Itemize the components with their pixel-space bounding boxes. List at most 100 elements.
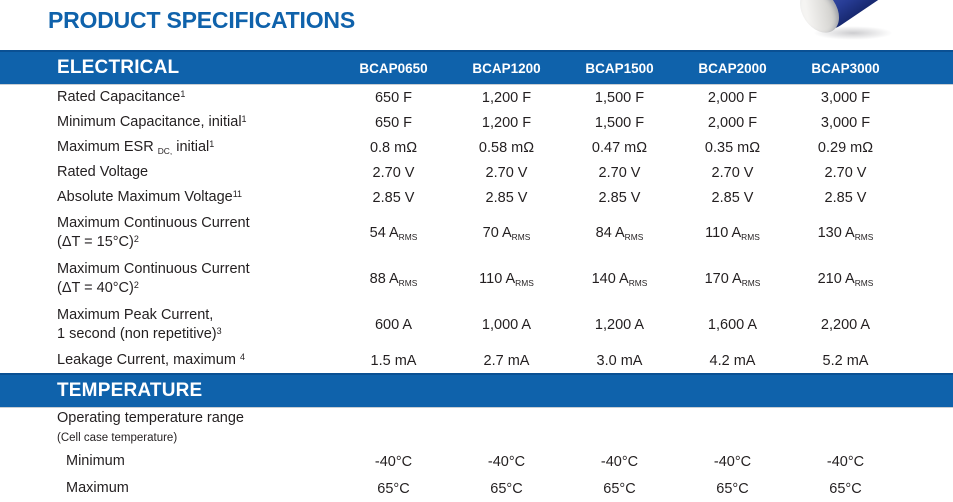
cell-value	[450, 408, 563, 449]
row-spacer	[902, 408, 953, 449]
row-label: Minimum Capacitance, initial1	[57, 114, 247, 131]
cell-value: 2.7 mA	[483, 352, 530, 369]
cell-value: 2.70 V	[372, 164, 415, 181]
row-label: Rated Capacitance1	[57, 89, 186, 106]
cell-value: 0.29 mΩ	[817, 139, 874, 156]
cell-value: 140 ARMS	[591, 271, 648, 289]
table-row: Minimum -40°C -40°C -40°C -40°C -40°C	[0, 448, 953, 475]
row-label: Maximum	[66, 480, 129, 497]
row-spacer	[902, 110, 953, 135]
cell-value: 650 F	[374, 89, 413, 106]
cell-value: 2,000 F	[707, 89, 758, 106]
cell-value: 65°C	[603, 480, 636, 497]
cell-value: -40°C	[600, 453, 639, 470]
row-label: Maximum Continuous Current (ΔT = 40°C)2	[57, 261, 250, 296]
table-row: Minimum Capacitance, initial1 650 F 1,200 …	[0, 110, 953, 135]
cell-value: 0.35 mΩ	[704, 139, 761, 156]
ultracapacitor-product-image	[773, 0, 953, 52]
bar-spacer	[902, 50, 953, 85]
row-label: Leakage Current, maximum 4	[57, 352, 245, 369]
cell-value	[676, 408, 789, 449]
cell-value: 4.2 mA	[709, 352, 756, 369]
row-spacer	[902, 302, 953, 348]
cell-value: 3,000 F	[820, 114, 871, 131]
cell-value: 2.85 V	[711, 189, 754, 206]
cell-value: 2,200 A	[820, 317, 871, 333]
cell-value: 1,200 F	[481, 89, 532, 106]
row-spacer	[902, 256, 953, 302]
cell-value	[563, 408, 676, 449]
section-bar-electrical: ELECTRICAL BCAP0650 BCAP1200 BCAP1500 BCAP20…	[0, 50, 953, 85]
cell-value: 65°C	[829, 480, 862, 497]
section-title: ELECTRICAL	[0, 50, 337, 85]
row-spacer	[902, 185, 953, 210]
row-spacer	[902, 160, 953, 185]
cell-value: 0.8 mΩ	[369, 139, 418, 156]
cell-value: 2.85 V	[824, 189, 867, 206]
cell-value: 65°C	[716, 480, 749, 497]
cell-value: 1,600 A	[707, 317, 758, 333]
cell-value: 70 ARMS	[482, 225, 531, 243]
table-row: Absolute Maximum Voltage11 2.85 V 2.85 V 2.…	[0, 185, 953, 210]
section-title: TEMPERATURE	[0, 373, 953, 408]
cell-value: 0.47 mΩ	[591, 139, 648, 156]
cell-value: 2.70 V	[711, 164, 754, 181]
column-header: BCAP3000	[789, 50, 902, 85]
page-title: PRODUCT SPECIFICATIONS	[48, 7, 355, 33]
cell-value: 2.85 V	[485, 189, 528, 206]
cell-value: 65°C	[377, 480, 410, 497]
cell-value: 84 ARMS	[595, 225, 644, 243]
cell-value: 0.58 mΩ	[478, 139, 535, 156]
cell-value: 1.5 mA	[370, 352, 417, 369]
cell-value: 3.0 mA	[596, 352, 643, 369]
cell-value: 1,500 F	[594, 89, 645, 106]
cell-value: 2.70 V	[824, 164, 867, 181]
row-label: Maximum Continuous Current (ΔT = 15°C)2	[57, 215, 250, 250]
row-label: Absolute Maximum Voltage11	[57, 189, 243, 206]
row-spacer	[902, 85, 953, 111]
cell-value: 170 ARMS	[704, 271, 761, 289]
column-header: BCAP2000	[676, 50, 789, 85]
cell-value: 650 F	[374, 114, 413, 131]
cell-value: -40°C	[826, 453, 865, 470]
table-row: Leakage Current, maximum 4 1.5 mA 2.7 mA 3.…	[0, 348, 953, 374]
cell-value: 1,000 A	[481, 317, 532, 333]
row-sublabel: (Cell case temperature)	[57, 432, 178, 444]
column-header: BCAP1500	[563, 50, 676, 85]
table-row: Maximum Continuous Current (ΔT = 40°C)2 88…	[0, 256, 953, 302]
row-spacer	[902, 135, 953, 160]
column-header: BCAP0650	[337, 50, 450, 85]
product-specifications-table: ELECTRICAL BCAP0650 BCAP1200 BCAP1500 BCAP20…	[0, 50, 953, 502]
row-label: Maximum ESR DC, initial1	[57, 139, 215, 157]
cell-value: 2.70 V	[485, 164, 528, 181]
cell-value: 88 ARMS	[369, 271, 418, 289]
cell-value: 1,200 F	[481, 114, 532, 131]
row-label: Operating temperature range (Cell case te…	[57, 410, 244, 444]
cell-value: 2.85 V	[372, 189, 415, 206]
row-spacer	[902, 210, 953, 256]
row-label: Rated Voltage	[57, 164, 149, 181]
row-label: Maximum Peak Current, 1 second (non repet…	[57, 307, 222, 342]
table-row: Maximum 65°C 65°C 65°C 65°C 65°C	[0, 475, 953, 502]
cell-value: 3,000 F	[820, 89, 871, 106]
cell-value: 2.85 V	[598, 189, 641, 206]
row-label: Minimum	[66, 453, 125, 470]
cell-value	[789, 408, 902, 449]
cell-value	[337, 408, 450, 449]
cell-value: -40°C	[713, 453, 752, 470]
cell-value: 2.70 V	[598, 164, 641, 181]
section-bar-temperature: TEMPERATURE	[0, 373, 953, 408]
column-header: BCAP1200	[450, 50, 563, 85]
cell-value: 65°C	[490, 480, 523, 497]
cell-value: 130 ARMS	[817, 225, 874, 243]
cell-value: -40°C	[487, 453, 526, 470]
row-spacer	[902, 348, 953, 374]
cell-value: 1,200 A	[594, 317, 645, 333]
table-row: Rated Capacitance1 650 F 1,200 F 1,500 F 2,0…	[0, 85, 953, 111]
table-row: Rated Voltage 2.70 V 2.70 V 2.70 V 2.70 V 2.7…	[0, 160, 953, 185]
table-row: Maximum Peak Current, 1 second (non repet…	[0, 302, 953, 348]
row-spacer	[902, 475, 953, 502]
cell-value: 110 ARMS	[705, 225, 760, 243]
row-spacer	[902, 448, 953, 475]
table-row: Operating temperature range (Cell case te…	[0, 408, 953, 449]
